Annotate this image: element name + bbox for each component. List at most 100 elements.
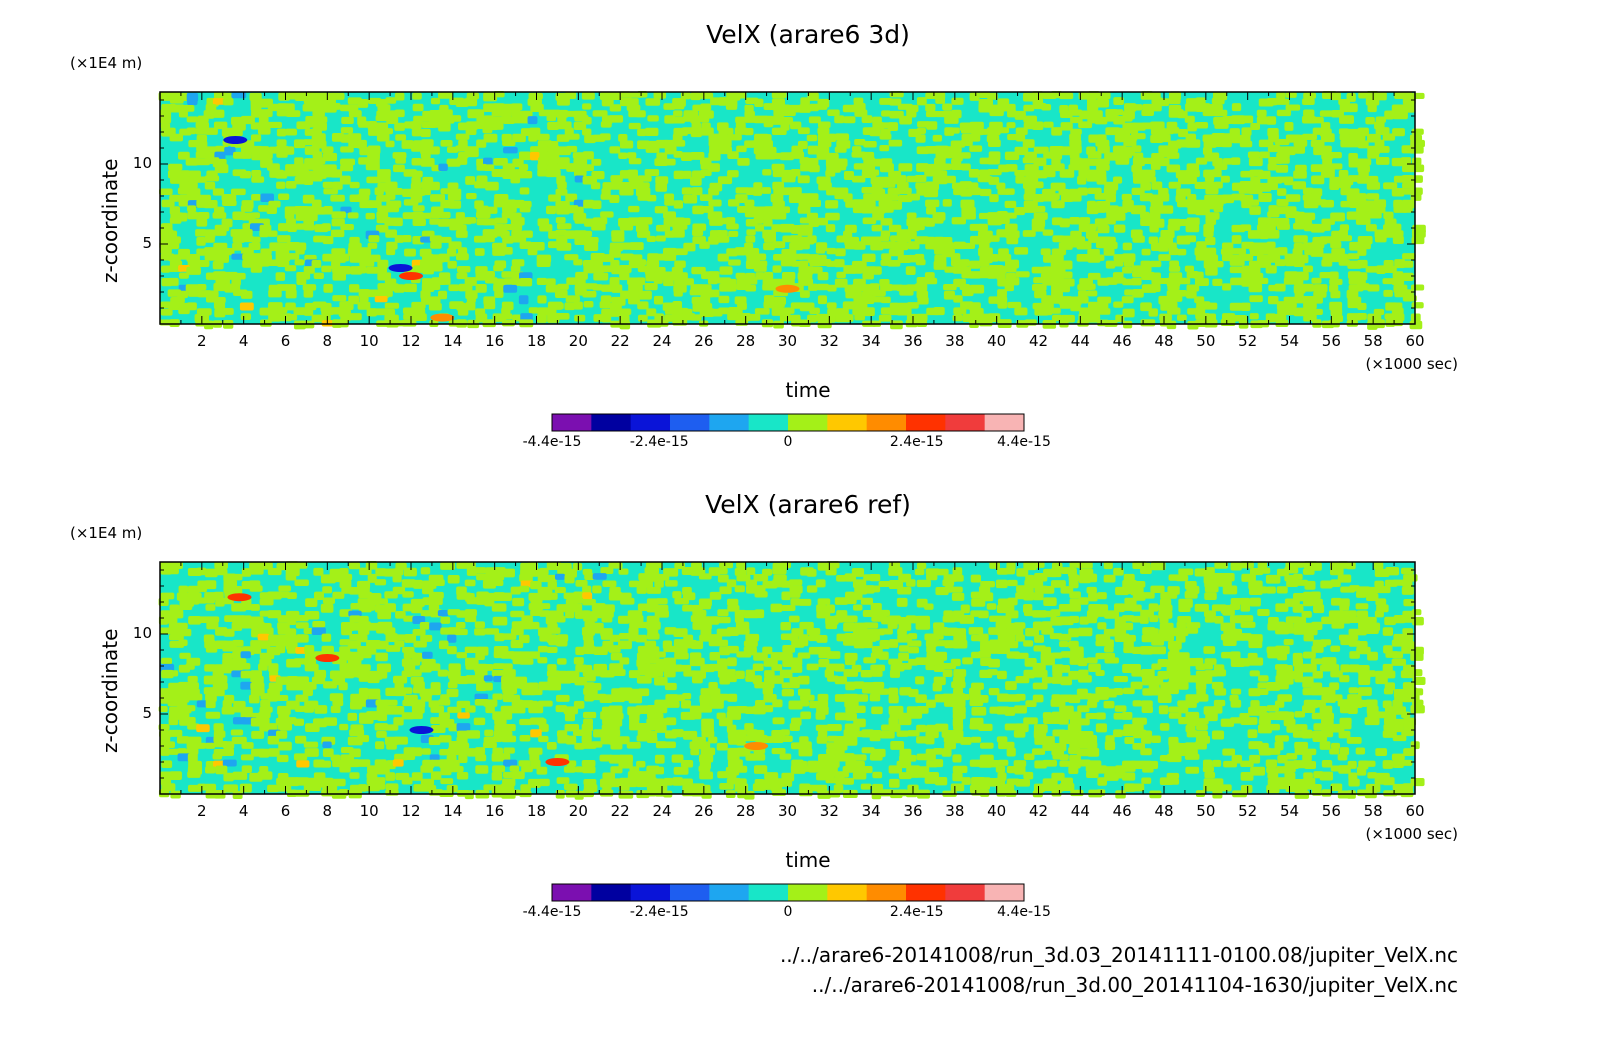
x-tick-label: 54: [1279, 802, 1300, 820]
x-tick-label: 14: [443, 332, 463, 350]
x-tick-label: 26: [694, 802, 714, 820]
x-tick-label: 44: [1070, 802, 1090, 820]
colorbar-tick-label: 0: [783, 434, 793, 450]
x-tick-label: 2: [197, 802, 207, 820]
x-tick-label: 8: [322, 802, 333, 820]
y-units-label: (×1E4 m): [70, 524, 143, 542]
colorbar-swatch: [709, 884, 750, 901]
heatmap-feature: [399, 272, 423, 280]
colorbar-swatch: [906, 884, 946, 901]
x-tick-label: 22: [610, 332, 630, 350]
colorbar-swatch: [866, 414, 907, 431]
x-tick-label: 4: [238, 802, 249, 820]
x-axis-label: time: [785, 378, 831, 402]
chart-panel-bottom: VelX (arare6 ref) (×1E4 m) z-coordinate …: [0, 470, 1604, 950]
x-tick-label: 22: [610, 802, 630, 820]
x-units-label: (×1000 sec): [1365, 355, 1458, 373]
x-tick-label: 20: [568, 332, 588, 350]
heatmap-feature: [223, 136, 248, 144]
colorbar-swatch: [591, 414, 632, 431]
colorbar-swatch: [630, 884, 671, 901]
x-tick-label: 28: [736, 332, 756, 350]
x-tick-label: 20: [568, 802, 588, 820]
colorbar-tick-label: 4.4e-15: [997, 434, 1051, 450]
colorbar-swatch: [945, 884, 986, 901]
y-tick-label: 5: [142, 234, 152, 252]
colorbar-frame: [551, 413, 1025, 432]
colorbar-tick-label: 2.4e-15: [889, 434, 944, 450]
x-tick-label: 24: [652, 332, 672, 350]
colorbar-tick-label: 0: [783, 904, 793, 920]
x-tick-label: 40: [987, 332, 1007, 350]
x-tick-label: 8: [322, 332, 333, 350]
x-tick-label: 58: [1363, 332, 1383, 350]
x-tick-label: 50: [1196, 802, 1216, 820]
chart-title: VelX (arare6 ref): [705, 490, 911, 519]
x-tick-label: 42: [1028, 802, 1049, 820]
heatmap-feature: [409, 726, 434, 734]
colorbar-swatch: [591, 884, 632, 901]
x-tick-label: 48: [1154, 802, 1174, 820]
x-tick-label: 56: [1321, 332, 1341, 350]
x-tick-label: 24: [652, 802, 672, 820]
x-tick-label: 32: [819, 802, 839, 820]
colorbar-swatch: [984, 414, 1025, 431]
colorbar-swatch: [748, 884, 789, 901]
x-tick-label: 44: [1070, 332, 1090, 350]
x-tick-label: 40: [987, 802, 1007, 820]
x-tick-label: 12: [401, 802, 421, 820]
heatmap-cells: [158, 91, 1426, 330]
x-tick-label: 56: [1321, 802, 1341, 820]
colorbar-frame: [551, 883, 1025, 902]
colorbar-swatch: [748, 414, 789, 431]
heatmap-feature: [227, 593, 252, 602]
colorbar-swatch: [866, 884, 907, 901]
heatmap-cells: [158, 561, 1426, 800]
x-tick-label: 54: [1279, 332, 1300, 350]
x-tick-label: 16: [485, 332, 505, 350]
colorbar-tick-label: -4.4e-15: [522, 904, 582, 920]
x-tick-label: 6: [280, 332, 291, 350]
colorbar-swatch: [552, 884, 592, 901]
colorbar-tick-label: -2.4e-15: [629, 434, 689, 450]
y-tick-label: 10: [132, 154, 152, 172]
colorbar-swatch: [670, 884, 710, 901]
x-tick-label: 10: [359, 332, 379, 350]
x-tick-label: 52: [1238, 332, 1258, 350]
x-units-label: (×1000 sec): [1365, 825, 1458, 843]
colorbar-tick-label: -2.4e-15: [629, 904, 689, 920]
colorbar-swatch: [788, 884, 828, 901]
heatmap-plot: [158, 91, 1426, 432]
x-tick-label: 4: [238, 332, 249, 350]
colorbar-tick-label: 2.4e-15: [889, 904, 944, 920]
x-tick-label: 28: [736, 802, 756, 820]
x-tick-label: 60: [1405, 802, 1425, 820]
x-tick-label: 32: [819, 332, 839, 350]
x-tick-label: 52: [1238, 802, 1258, 820]
heatmap-feature: [388, 264, 413, 272]
heatmap-feature: [315, 654, 340, 662]
colorbar-tick-label: -4.4e-15: [522, 434, 582, 450]
x-tick-label: 36: [903, 802, 923, 820]
x-tick-label: 30: [777, 332, 798, 350]
x-tick-label: 46: [1112, 332, 1132, 350]
colorbar-swatch: [788, 414, 828, 431]
x-tick-label: 34: [861, 802, 881, 820]
x-tick-label: 50: [1196, 332, 1216, 350]
x-tick-label: 38: [945, 802, 965, 820]
x-tick-label: 12: [401, 332, 421, 350]
x-tick-label: 46: [1112, 802, 1132, 820]
heatmap-feature: [545, 758, 570, 766]
heatmap-feature: [430, 313, 455, 322]
colorbar-swatch: [552, 414, 592, 431]
colorbar-swatch: [984, 884, 1025, 901]
x-tick-label: 10: [359, 802, 379, 820]
colorbar-swatch: [945, 414, 986, 431]
file-path-2: ../../arare6-20141008/run_3d.00_20141104…: [811, 973, 1458, 997]
file-path-1: ../../arare6-20141008/run_3d.03_20141111…: [779, 943, 1458, 967]
y-units-label: (×1E4 m): [70, 54, 143, 72]
colorbar-swatch: [827, 884, 868, 901]
x-tick-label: 16: [485, 802, 505, 820]
x-tick-label: 26: [694, 332, 714, 350]
colorbar-tick-label: 4.4e-15: [997, 904, 1051, 920]
